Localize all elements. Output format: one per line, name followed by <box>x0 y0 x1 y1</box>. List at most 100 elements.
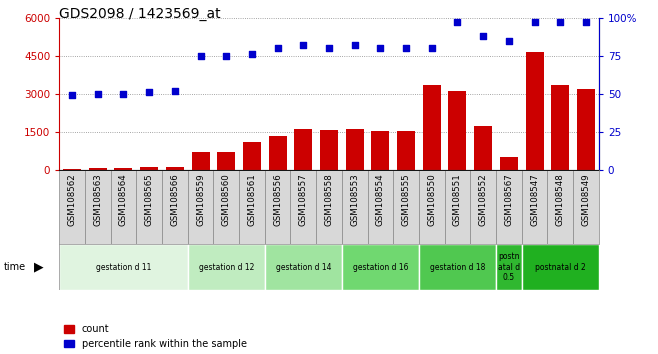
Text: GSM108553: GSM108553 <box>350 174 359 227</box>
Text: GDS2098 / 1423569_at: GDS2098 / 1423569_at <box>59 7 221 21</box>
Point <box>93 91 103 97</box>
Point <box>478 33 488 39</box>
Point <box>221 53 232 58</box>
Point <box>426 45 437 51</box>
Bar <box>397 131 415 170</box>
Bar <box>85 170 111 244</box>
Text: GSM108556: GSM108556 <box>273 174 282 227</box>
Bar <box>140 167 158 170</box>
Legend: count, percentile rank within the sample: count, percentile rank within the sample <box>64 324 247 349</box>
Bar <box>294 129 313 170</box>
Bar <box>526 52 544 170</box>
Bar <box>265 244 342 290</box>
Text: time: time <box>3 262 26 272</box>
Bar <box>522 244 599 290</box>
Bar <box>522 170 547 244</box>
Bar <box>188 170 213 244</box>
Bar <box>213 170 239 244</box>
Bar <box>577 89 595 170</box>
Bar <box>551 85 569 170</box>
Bar <box>191 152 209 170</box>
Bar <box>419 244 496 290</box>
Bar <box>371 131 390 170</box>
Text: GSM108561: GSM108561 <box>247 174 257 227</box>
Bar <box>423 85 441 170</box>
Point <box>67 92 78 98</box>
Text: GSM108564: GSM108564 <box>119 174 128 227</box>
Bar <box>342 170 368 244</box>
Bar <box>59 170 85 244</box>
Bar <box>345 129 364 170</box>
Text: postnatal d 2: postnatal d 2 <box>535 263 586 272</box>
Text: GSM108562: GSM108562 <box>68 174 76 227</box>
Point <box>118 91 129 97</box>
Bar <box>474 126 492 170</box>
Bar <box>393 170 419 244</box>
Text: GSM108557: GSM108557 <box>299 174 308 227</box>
Point <box>144 90 155 95</box>
Bar <box>496 170 522 244</box>
Bar <box>419 170 445 244</box>
Text: GSM108559: GSM108559 <box>196 174 205 226</box>
Text: GSM108548: GSM108548 <box>556 174 565 227</box>
Point <box>170 88 180 93</box>
Point <box>272 45 283 51</box>
Bar <box>162 170 188 244</box>
Point <box>452 19 463 25</box>
Text: gestation d 11: gestation d 11 <box>96 263 151 272</box>
Text: gestation d 18: gestation d 18 <box>430 263 485 272</box>
Text: gestation d 16: gestation d 16 <box>353 263 408 272</box>
Bar <box>239 170 265 244</box>
Bar <box>573 170 599 244</box>
Bar <box>316 170 342 244</box>
Point <box>324 45 334 51</box>
Bar <box>320 130 338 170</box>
Bar <box>136 170 162 244</box>
Text: GSM108552: GSM108552 <box>478 174 488 227</box>
Text: GSM108549: GSM108549 <box>582 174 590 226</box>
Point <box>247 51 257 57</box>
Text: GSM108558: GSM108558 <box>324 174 334 227</box>
Bar <box>290 170 316 244</box>
Point <box>195 53 206 58</box>
Bar <box>470 170 496 244</box>
Text: GSM108551: GSM108551 <box>453 174 462 227</box>
Point <box>529 19 540 25</box>
Text: GSM108567: GSM108567 <box>504 174 513 227</box>
Text: GSM108555: GSM108555 <box>401 174 411 227</box>
Text: GSM108565: GSM108565 <box>145 174 154 227</box>
Text: GSM108560: GSM108560 <box>222 174 231 227</box>
Text: gestation d 12: gestation d 12 <box>199 263 254 272</box>
Text: GSM108547: GSM108547 <box>530 174 539 227</box>
Text: GSM108554: GSM108554 <box>376 174 385 227</box>
Point <box>580 19 591 25</box>
Bar <box>166 167 184 170</box>
Point <box>503 38 514 44</box>
Bar <box>59 244 188 290</box>
Bar <box>449 91 467 170</box>
Text: postn
atal d
0.5: postn atal d 0.5 <box>498 252 520 282</box>
Point <box>298 42 309 48</box>
Bar <box>445 170 470 244</box>
Bar <box>89 168 107 170</box>
Bar <box>547 170 573 244</box>
Point <box>401 45 411 51</box>
Bar <box>342 244 419 290</box>
Bar <box>265 170 290 244</box>
Bar <box>63 169 81 170</box>
Point <box>555 19 565 25</box>
Text: GSM108566: GSM108566 <box>170 174 180 227</box>
Bar <box>114 169 132 170</box>
Bar <box>188 244 265 290</box>
Text: GSM108550: GSM108550 <box>427 174 436 227</box>
Bar <box>243 142 261 170</box>
Point <box>375 45 386 51</box>
Bar <box>500 157 518 170</box>
Text: gestation d 14: gestation d 14 <box>276 263 331 272</box>
Point <box>349 42 360 48</box>
Bar <box>111 170 136 244</box>
Text: ▶: ▶ <box>34 261 44 274</box>
Bar <box>368 170 393 244</box>
Bar <box>217 152 235 170</box>
Text: GSM108563: GSM108563 <box>93 174 102 227</box>
